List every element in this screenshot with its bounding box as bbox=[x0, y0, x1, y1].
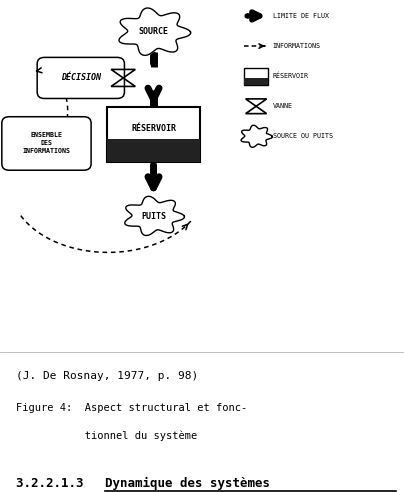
FancyBboxPatch shape bbox=[37, 58, 124, 98]
FancyBboxPatch shape bbox=[244, 78, 268, 86]
Text: SOURCE OU PUITS: SOURCE OU PUITS bbox=[273, 133, 333, 139]
Text: LIMITE DE FLUX: LIMITE DE FLUX bbox=[273, 13, 329, 19]
Polygon shape bbox=[125, 196, 185, 236]
FancyBboxPatch shape bbox=[107, 139, 200, 162]
Polygon shape bbox=[241, 125, 272, 147]
Text: tionnel du système: tionnel du système bbox=[16, 430, 198, 440]
Text: Figure 4:  Aspect structural et fonc-: Figure 4: Aspect structural et fonc- bbox=[16, 403, 247, 413]
FancyBboxPatch shape bbox=[2, 117, 91, 170]
Text: Dynamique des systèmes: Dynamique des systèmes bbox=[105, 477, 270, 491]
Polygon shape bbox=[119, 8, 191, 56]
Text: ENSEMBLE
DES
INFORMATIONS: ENSEMBLE DES INFORMATIONS bbox=[23, 132, 70, 154]
Text: RÉSERVOIR: RÉSERVOIR bbox=[131, 123, 176, 132]
Text: INFORMATIONS: INFORMATIONS bbox=[273, 43, 321, 49]
FancyBboxPatch shape bbox=[107, 107, 200, 162]
Text: PUITS: PUITS bbox=[141, 212, 166, 220]
Text: (J. De Rosnay, 1977, p. 98): (J. De Rosnay, 1977, p. 98) bbox=[16, 371, 198, 381]
Text: 3.2.2.1.3: 3.2.2.1.3 bbox=[16, 477, 99, 490]
Text: RÉSERVOIR: RÉSERVOIR bbox=[273, 73, 309, 79]
Text: DÉCISION: DÉCISION bbox=[61, 73, 101, 83]
Text: SOURCE: SOURCE bbox=[139, 28, 168, 36]
FancyBboxPatch shape bbox=[244, 68, 268, 86]
Text: VANNE: VANNE bbox=[273, 103, 293, 109]
